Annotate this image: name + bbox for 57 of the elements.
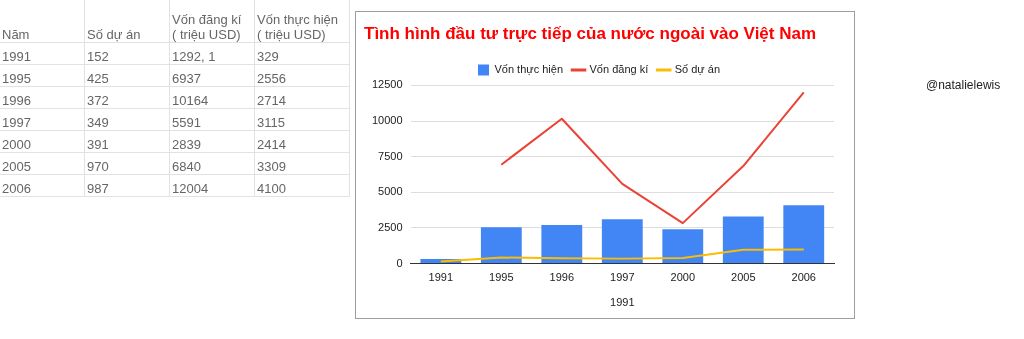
text: 2714 bbox=[254, 86, 350, 109]
text: 372 bbox=[84, 86, 170, 109]
text: 152 bbox=[84, 42, 170, 65]
category-label: Vốn đăng kí ( triệu USD) bbox=[169, 0, 255, 43]
y-tick-label: 12500 bbox=[371, 78, 403, 91]
x-tick-label: 1995 bbox=[489, 271, 514, 284]
text: 10164 bbox=[169, 86, 255, 109]
text: 1997 bbox=[0, 108, 85, 131]
x-tick-label: 2005 bbox=[731, 271, 756, 284]
bar bbox=[601, 219, 643, 264]
category-label: Vốn thực hiện ( triệu USD) bbox=[254, 0, 350, 43]
text: 2556 bbox=[254, 64, 350, 87]
text: 329 bbox=[254, 42, 350, 65]
bar bbox=[480, 227, 522, 264]
text: 2000 bbox=[0, 130, 85, 153]
text: 5591 bbox=[169, 108, 255, 131]
text: 12004 bbox=[169, 174, 255, 197]
legend-label: Vốn thực hiện bbox=[494, 62, 564, 75]
text: 970 bbox=[84, 152, 170, 175]
y-tick-label: 7500 bbox=[378, 149, 403, 162]
text: 2005 bbox=[0, 152, 85, 175]
category-label: Năm bbox=[0, 0, 85, 43]
x-tick-label: 1996 bbox=[549, 271, 575, 284]
text: 425 bbox=[84, 64, 170, 87]
y-tick-label: 10000 bbox=[371, 114, 403, 127]
chart-title: Tình hình đầu tư trực tiếp của nước ngoài vào Việt Nam bbox=[364, 23, 817, 43]
text: 987 bbox=[84, 174, 170, 197]
legend-label: Vốn đăng kí bbox=[589, 62, 649, 75]
category-label: Số dự án bbox=[84, 0, 170, 43]
bar bbox=[783, 205, 825, 264]
text: 4100 bbox=[254, 174, 350, 197]
bar bbox=[662, 229, 704, 264]
text: 1292, 1 bbox=[169, 42, 255, 65]
text: 6840 bbox=[169, 152, 255, 175]
x-axis-title: 1991 bbox=[610, 296, 635, 309]
text: 2414 bbox=[254, 130, 350, 153]
x-tick-label: 2006 bbox=[791, 271, 816, 284]
legend-label: Số dự án bbox=[674, 62, 721, 75]
y-tick-label: 5000 bbox=[378, 185, 403, 198]
bar bbox=[541, 224, 583, 264]
text: @natalielewis bbox=[926, 78, 1001, 92]
y-tick-label: 2500 bbox=[378, 220, 403, 233]
x-tick-label: 2000 bbox=[670, 271, 696, 284]
x-tick-label: 1991 bbox=[428, 271, 454, 284]
y-tick-label: 0 bbox=[396, 256, 403, 269]
text: 2006 bbox=[0, 174, 85, 197]
text: 1996 bbox=[0, 86, 85, 109]
text: 1991 bbox=[0, 42, 85, 65]
text: 391 bbox=[84, 130, 170, 153]
bar bbox=[722, 216, 764, 264]
text: 2839 bbox=[169, 130, 255, 153]
text: 349 bbox=[84, 108, 170, 131]
text: 1995 bbox=[0, 64, 85, 87]
text: 6937 bbox=[169, 64, 255, 87]
x-tick-label: 1997 bbox=[610, 271, 635, 284]
text: 3115 bbox=[254, 108, 350, 131]
text: 3309 bbox=[254, 152, 350, 175]
